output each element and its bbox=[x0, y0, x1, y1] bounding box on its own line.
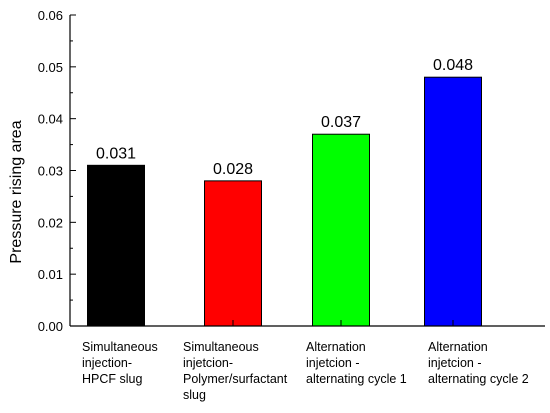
category-label-line: Simultaneous bbox=[183, 340, 259, 354]
category-label-line: Polymer/surfactant bbox=[183, 372, 288, 386]
category-label-line: Alternation bbox=[428, 340, 488, 354]
data-label-4: 0.048 bbox=[433, 57, 473, 74]
y-tick-label-4: 0.04 bbox=[38, 112, 63, 127]
category-label-line: injetcion - bbox=[306, 356, 360, 370]
y-tick-label-5: 0.05 bbox=[38, 60, 63, 75]
y-tick-label-0: 0.00 bbox=[38, 319, 63, 334]
category-label-3: Alternation injetcion - alternating cycle … bbox=[306, 340, 407, 386]
bar-1 bbox=[87, 164, 145, 327]
category-label-line: injetcion- bbox=[183, 356, 233, 370]
bar-3 bbox=[312, 133, 370, 327]
y-tick-label-1: 0.01 bbox=[38, 267, 63, 282]
category-label-line: Simultaneous bbox=[82, 340, 158, 354]
category-label-line: slug bbox=[183, 388, 206, 402]
category-label-line: alternating cycle 2 bbox=[428, 372, 529, 386]
category-label-line: Alternation bbox=[306, 340, 366, 354]
data-label-3: 0.037 bbox=[321, 114, 361, 131]
bar-2 bbox=[204, 180, 262, 327]
y-tick-label-3: 0.03 bbox=[38, 164, 63, 179]
y-axis-title: Pressure rising area bbox=[8, 120, 25, 263]
data-label-1: 0.031 bbox=[96, 145, 136, 162]
category-label-line: HPCF slug bbox=[82, 372, 142, 386]
category-label-2: Simultaneous injetcion- Polymer/surfactant… bbox=[183, 340, 288, 402]
y-tick-label-6: 0.06 bbox=[38, 8, 63, 23]
category-label-4: Alternation injetcion - alternating cycle … bbox=[428, 340, 529, 386]
category-label-1: Simultaneous injection- HPCF slug bbox=[82, 340, 158, 386]
category-label-line: injetcion - bbox=[428, 356, 482, 370]
category-label-line: alternating cycle 1 bbox=[306, 372, 407, 386]
labels-layer: 0.031 0.028 0.037 0.048 0.00 0.01 0.02 0.03 0.04… bbox=[38, 8, 529, 402]
bar-4 bbox=[424, 76, 482, 327]
category-label-line: injection- bbox=[82, 356, 132, 370]
data-label-2: 0.028 bbox=[213, 161, 253, 178]
bars-layer bbox=[87, 76, 482, 327]
y-tick-label-2: 0.02 bbox=[38, 215, 63, 230]
axes-layer bbox=[69, 14, 545, 327]
